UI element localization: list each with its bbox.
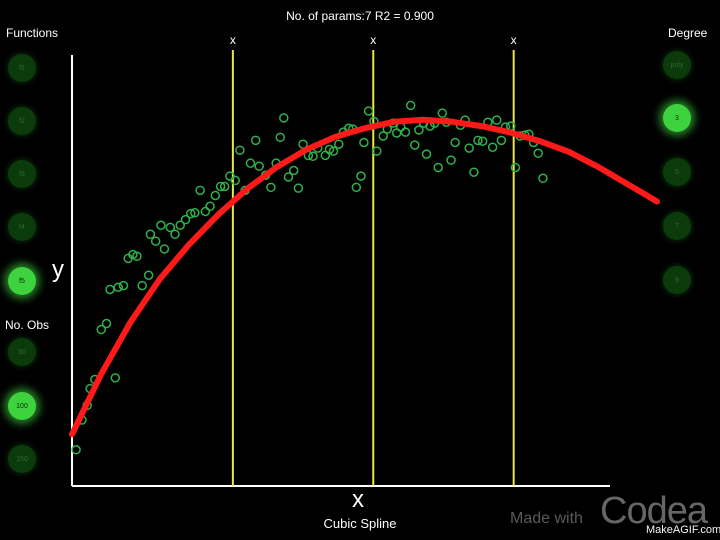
data-point xyxy=(283,172,294,182)
knot-label-1: x xyxy=(230,33,236,47)
data-point xyxy=(150,236,161,246)
obs-button-100[interactable]: 100 xyxy=(8,392,36,420)
data-point xyxy=(433,162,443,173)
data-point xyxy=(190,207,200,218)
function-button-4[interactable]: f4 xyxy=(8,213,36,241)
function-button-5[interactable]: f5 xyxy=(8,267,36,295)
data-point xyxy=(210,190,221,201)
function-button-2[interactable]: f2 xyxy=(8,107,36,135)
data-point xyxy=(446,155,456,165)
data-point xyxy=(410,140,420,150)
data-point xyxy=(421,149,432,159)
data-point xyxy=(378,131,388,141)
degree-button-5[interactable]: 5 xyxy=(663,158,691,186)
data-point xyxy=(405,100,416,111)
data-point xyxy=(469,167,479,177)
data-point xyxy=(118,280,129,291)
data-point xyxy=(414,125,424,135)
data-point xyxy=(165,222,176,233)
data-point xyxy=(250,135,261,146)
knot-label-2: x xyxy=(370,33,376,47)
data-point xyxy=(477,136,488,146)
degree-button-poly[interactable]: poly xyxy=(663,51,691,79)
data-point xyxy=(132,251,142,262)
data-point xyxy=(487,142,498,152)
data-point xyxy=(308,151,318,162)
data-point xyxy=(334,139,344,149)
data-point xyxy=(170,229,180,240)
spline-fit-curve xyxy=(69,116,660,438)
degree-button-3[interactable]: 3 xyxy=(663,104,691,132)
data-point xyxy=(143,270,154,280)
data-point xyxy=(473,135,483,146)
data-point xyxy=(175,220,185,230)
obs-title: No. Obs xyxy=(5,318,50,332)
data-point xyxy=(288,165,299,176)
data-point xyxy=(219,181,230,192)
gif-credit: MakeAGIF.com xyxy=(646,524,720,536)
obs-button-150[interactable]: 150 xyxy=(8,445,36,473)
data-point xyxy=(186,208,196,219)
y-axis-label: y xyxy=(52,256,64,283)
data-point xyxy=(275,132,286,143)
data-point xyxy=(195,185,205,196)
data-point xyxy=(245,158,256,168)
data-point xyxy=(205,201,215,212)
degree-title: Degree xyxy=(668,26,708,40)
data-point xyxy=(279,113,289,123)
data-point xyxy=(145,229,156,240)
data-point xyxy=(137,280,147,291)
data-point xyxy=(464,143,474,153)
degree-button-7[interactable]: 7 xyxy=(663,212,691,240)
data-point xyxy=(491,115,502,125)
data-points xyxy=(71,100,548,455)
data-point xyxy=(356,171,366,181)
data-point xyxy=(363,106,374,116)
data-point xyxy=(235,145,245,156)
data-point xyxy=(400,127,411,137)
data-point xyxy=(328,146,339,156)
data-point xyxy=(180,214,191,225)
header-stats: No. of params:7 R2 = 0.900 xyxy=(286,9,434,23)
functions-title: Functions xyxy=(6,26,59,40)
data-point xyxy=(159,244,170,254)
data-point xyxy=(230,175,240,186)
data-point xyxy=(496,135,507,146)
data-point xyxy=(372,146,382,156)
data-point xyxy=(359,137,369,148)
function-button-1[interactable]: f1 xyxy=(8,54,36,82)
x-axis-label: x xyxy=(352,486,364,513)
data-point xyxy=(113,282,123,293)
data-point xyxy=(71,445,81,455)
data-point xyxy=(533,148,543,159)
data-point xyxy=(215,181,226,192)
knot-label-3: x xyxy=(511,33,517,47)
data-point xyxy=(156,220,166,230)
data-point xyxy=(254,161,264,171)
data-point xyxy=(200,206,211,217)
data-point xyxy=(437,108,448,118)
data-point xyxy=(293,183,304,193)
data-point xyxy=(96,324,106,335)
watermark-made-with: Made with xyxy=(510,510,583,527)
data-point xyxy=(105,284,115,295)
data-point xyxy=(266,182,276,193)
data-point xyxy=(538,173,548,184)
function-button-3[interactable]: f3 xyxy=(8,160,36,188)
obs-button-50[interactable]: 50 xyxy=(8,338,36,366)
data-point xyxy=(450,137,460,148)
data-point xyxy=(110,373,121,383)
data-point xyxy=(510,162,521,173)
method-title: Cubic Spline xyxy=(323,516,397,531)
data-point xyxy=(101,318,112,329)
data-point xyxy=(351,182,362,193)
degree-button-9[interactable]: 9 xyxy=(663,266,691,294)
